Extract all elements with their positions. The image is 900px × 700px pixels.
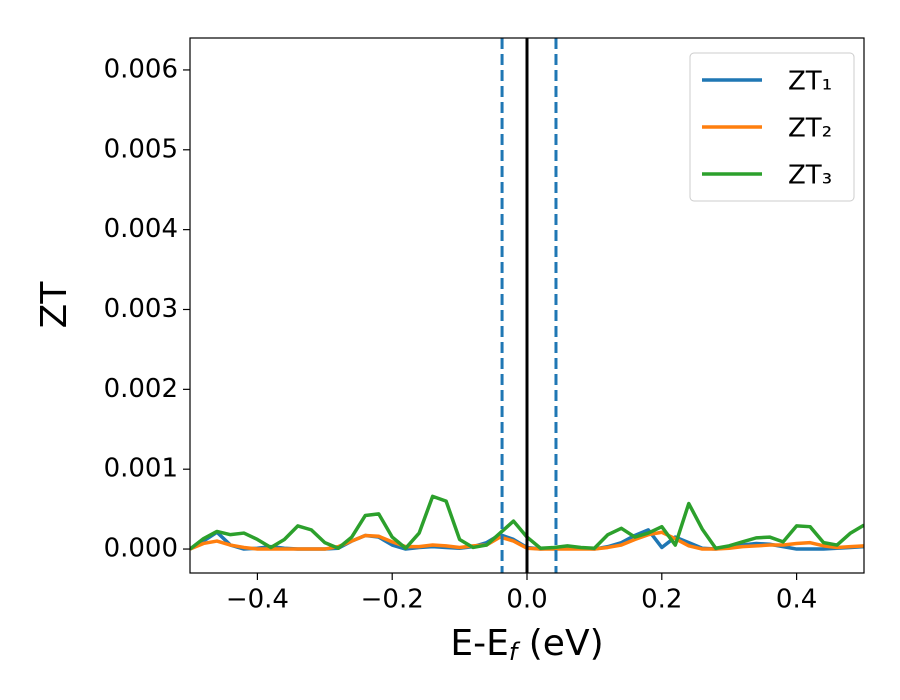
y-tick-label: 0.001 bbox=[104, 454, 178, 484]
y-tick-label: 0.002 bbox=[104, 374, 178, 404]
x-axis-label-part: (eV) bbox=[517, 623, 603, 664]
x-tick-label: −0.4 bbox=[226, 585, 289, 615]
y-axis-label: ZT bbox=[34, 281, 75, 329]
plot-frame bbox=[189, 37, 865, 574]
y-tick-label: 0.000 bbox=[104, 534, 178, 564]
legend: ZT₁ ZT₂ ZT₃ bbox=[689, 52, 855, 202]
x-tick-label: 0.2 bbox=[641, 585, 682, 615]
y-tick-label: 0.003 bbox=[104, 294, 178, 324]
y-tick-label: 0.005 bbox=[104, 134, 178, 164]
y-tick-label: 0.006 bbox=[104, 54, 178, 84]
x-tick-label: 0.0 bbox=[506, 585, 547, 615]
legend-box bbox=[689, 52, 855, 202]
x-tick-label: 0.4 bbox=[776, 585, 817, 615]
legend-label: ZT₃ bbox=[788, 161, 832, 191]
legend-label: ZT₁ bbox=[788, 67, 832, 97]
x-axis-label: E-Ef (eV) bbox=[450, 623, 603, 666]
x-axis-label-part: E-E bbox=[450, 623, 508, 664]
plot-area bbox=[190, 38, 864, 573]
x-tick-label: −0.2 bbox=[361, 585, 424, 615]
y-tick-label: 0.004 bbox=[104, 214, 178, 244]
legend-label: ZT₂ bbox=[788, 114, 832, 144]
